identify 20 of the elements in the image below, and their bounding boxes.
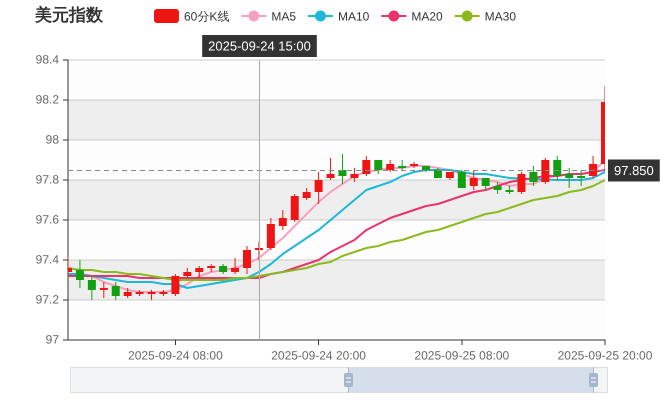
legend-label: MA10 (338, 9, 370, 24)
y-tick-label: 98 (46, 132, 60, 146)
legend-label: MA30 (484, 9, 516, 24)
ref-line-label: 97.850 (614, 163, 654, 178)
y-tick-label: 97.6 (36, 212, 60, 226)
x-tick-label: 2025-09-25 08:00 (414, 348, 510, 363)
legend-label: MA20 (411, 9, 444, 24)
legend-label: 60分K线 (184, 9, 230, 24)
y-tick-label: 97 (46, 332, 60, 346)
y-tick-label: 97.4 (36, 252, 60, 266)
y-tick-label: 97.2 (36, 292, 60, 306)
chart-title: 美元指数 (34, 6, 104, 25)
legend-label: MA5 (271, 9, 296, 24)
y-tick-label: 98.2 (36, 92, 60, 106)
y-tick-label: 97.8 (36, 172, 60, 186)
x-tick-label: 2025-09-25 20:00 (558, 348, 653, 363)
ref-line-label: 2025-09-24 15:00 (208, 38, 311, 54)
x-tick-label: 2025-09-24 20:00 (271, 348, 366, 363)
x-tick-label: 2025-09-24 08:00 (128, 348, 224, 363)
y-tick-label: 98.4 (36, 52, 60, 66)
